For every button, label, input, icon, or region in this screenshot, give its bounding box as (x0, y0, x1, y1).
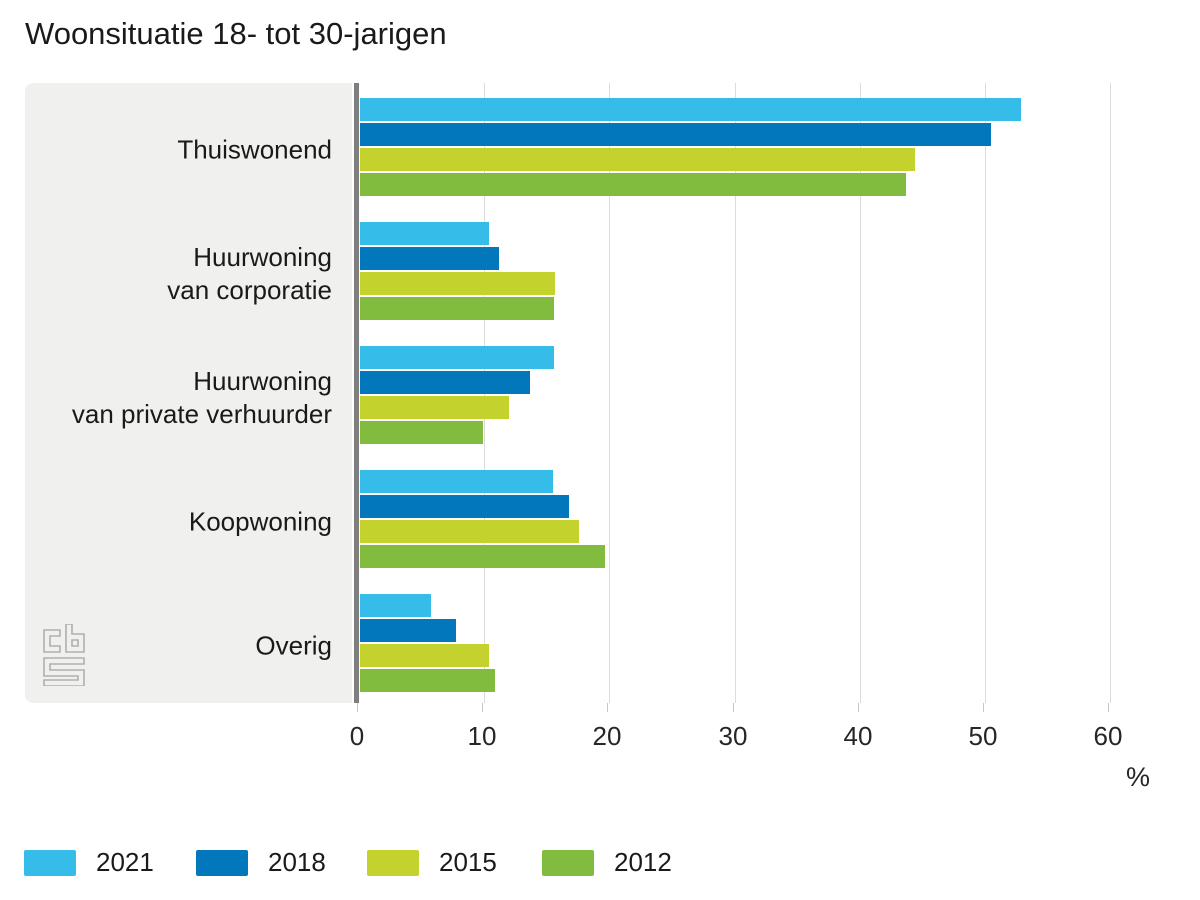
category-label-4: Overig (255, 630, 332, 663)
bar-group-3 (360, 470, 605, 570)
legend-swatch-2021 (24, 849, 76, 876)
bar-2021-category-2 (360, 346, 554, 369)
y-axis-line (354, 83, 359, 703)
bar-2012-category-2 (360, 421, 483, 444)
x-axis-unit-label: % (1125, 762, 1150, 792)
bar-2021-category-3 (360, 470, 553, 493)
bar-2015-category-1 (360, 272, 555, 295)
legend-swatch-2015 (367, 849, 419, 876)
axis-tick-20 (607, 703, 608, 712)
legend-item-2015: 2015 (367, 847, 497, 878)
category-label-3: Koopwoning (189, 506, 332, 539)
bar-2012-category-1 (360, 297, 554, 320)
axis-tick-10 (482, 703, 483, 712)
bar-group-4 (360, 594, 495, 694)
category-label-line: Thuiswonend (177, 134, 332, 165)
bar-2018-category-4 (360, 619, 456, 642)
axis-tick-0 (357, 703, 358, 712)
axis-tick-label-60: 60 (1093, 721, 1123, 751)
axis-tick-60 (1108, 703, 1109, 712)
category-label-0: Thuiswonend (177, 134, 332, 167)
bar-2015-category-4 (360, 644, 489, 667)
legend-label-2012: 2012 (614, 847, 672, 877)
category-label-line: Huurwoning (193, 366, 332, 396)
legend-label-2015: 2015 (439, 847, 497, 877)
axis-tick-label-10: 10 (467, 721, 497, 751)
category-label-line: van private verhuurder (71, 399, 332, 429)
bar-group-2 (360, 346, 554, 446)
legend-item-2018: 2018 (196, 847, 326, 878)
bar-2015-category-3 (360, 520, 579, 543)
gridline-20 (609, 83, 610, 703)
bar-2015-category-0 (360, 148, 915, 171)
bar-group-1 (360, 222, 555, 322)
legend-label-2021: 2021 (96, 847, 154, 877)
legend-item-2021: 2021 (24, 847, 154, 878)
category-panel (25, 83, 352, 703)
legend: 2021 2018 2015 2012 (0, 847, 1200, 879)
category-label-2: Huurwoning van private verhuurder (72, 365, 332, 431)
legend-swatch-2012 (542, 849, 594, 876)
legend-swatch-2018 (196, 849, 248, 876)
bar-2018-category-2 (360, 371, 530, 394)
bar-2021-category-0 (360, 98, 1021, 121)
gridline-60 (1110, 83, 1111, 703)
category-label-1: Huurwoning van corporatie (167, 241, 332, 307)
bar-2018-category-0 (360, 123, 991, 146)
category-label-line: van corporatie (167, 275, 332, 305)
bar-group-0 (360, 98, 1021, 198)
cbs-logo (43, 624, 85, 686)
bar-2012-category-0 (360, 173, 906, 196)
axis-tick-label-40: 40 (843, 721, 873, 751)
bar-2021-category-1 (360, 222, 489, 245)
bar-2018-category-1 (360, 247, 499, 270)
bar-2021-category-4 (360, 594, 431, 617)
bar-2018-category-3 (360, 495, 569, 518)
bar-2012-category-3 (360, 545, 605, 568)
axis-tick-label-20: 20 (592, 721, 622, 751)
plot-area (360, 83, 1150, 703)
category-label-line: Huurwoning (193, 242, 332, 272)
legend-label-2018: 2018 (268, 847, 326, 877)
axis-tick-40 (858, 703, 859, 712)
chart-title: Woonsituatie 18- tot 30-jarigen (25, 16, 447, 51)
gridline-50 (985, 83, 986, 703)
legend-item-2012: 2012 (542, 847, 672, 878)
axis-tick-50 (983, 703, 984, 712)
category-label-line: Overig (255, 630, 332, 661)
gridline-30 (735, 83, 736, 703)
gridline-40 (860, 83, 861, 703)
bar-2012-category-4 (360, 669, 495, 692)
axis-tick-label-0: 0 (349, 721, 365, 751)
bar-2015-category-2 (360, 396, 509, 419)
axis-tick-30 (733, 703, 734, 712)
category-label-line: Koopwoning (188, 506, 332, 537)
axis-tick-label-30: 30 (718, 721, 748, 751)
axis-tick-label-50: 50 (968, 721, 998, 751)
